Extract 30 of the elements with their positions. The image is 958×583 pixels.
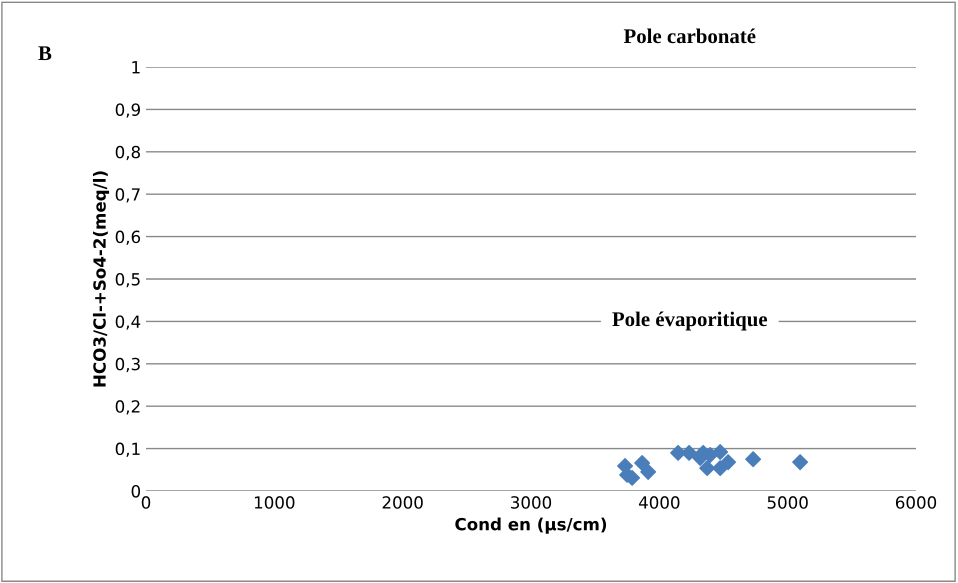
annotation: Pole évaporitique xyxy=(612,312,768,330)
x-axis-title: Cond en (µs/cm) xyxy=(455,518,606,534)
y-tick-label: 0,2 xyxy=(116,400,140,414)
text: Pole carbonaté xyxy=(624,28,756,44)
y-tick-label: 0,1 xyxy=(116,442,140,457)
y-tick-label: 0,6 xyxy=(116,230,140,245)
y-tick-label: 1 xyxy=(132,61,140,74)
y-tick-label: 0,9 xyxy=(116,103,140,118)
point xyxy=(792,454,808,470)
x-tick-label: 5000 xyxy=(768,496,808,509)
y-axis-title: HCO3/Cl-+So4-2(meq/l) xyxy=(92,171,110,386)
x-tick-label: 6000 xyxy=(896,496,936,509)
text: B xyxy=(38,46,52,60)
point xyxy=(634,455,650,471)
y-tick-label: 0,7 xyxy=(116,188,140,202)
x-tick-label: 0 xyxy=(142,496,150,509)
point xyxy=(640,464,656,480)
x-tick-label: 4000 xyxy=(638,496,680,509)
y-tick-label: 0 xyxy=(132,484,140,498)
x-tick-label: 2000 xyxy=(382,496,423,509)
point xyxy=(699,460,716,476)
x-tick-label: 3000 xyxy=(511,496,552,509)
y-tick-label: 0,8 xyxy=(116,146,140,160)
y-tick-label: 0,5 xyxy=(116,272,140,288)
point xyxy=(720,454,736,470)
y-tick-label: 0,3 xyxy=(116,358,140,372)
point xyxy=(745,451,762,468)
x-tick-label: 1000 xyxy=(254,496,294,509)
point xyxy=(712,444,728,460)
y-tick-label: 0,4 xyxy=(116,315,140,330)
